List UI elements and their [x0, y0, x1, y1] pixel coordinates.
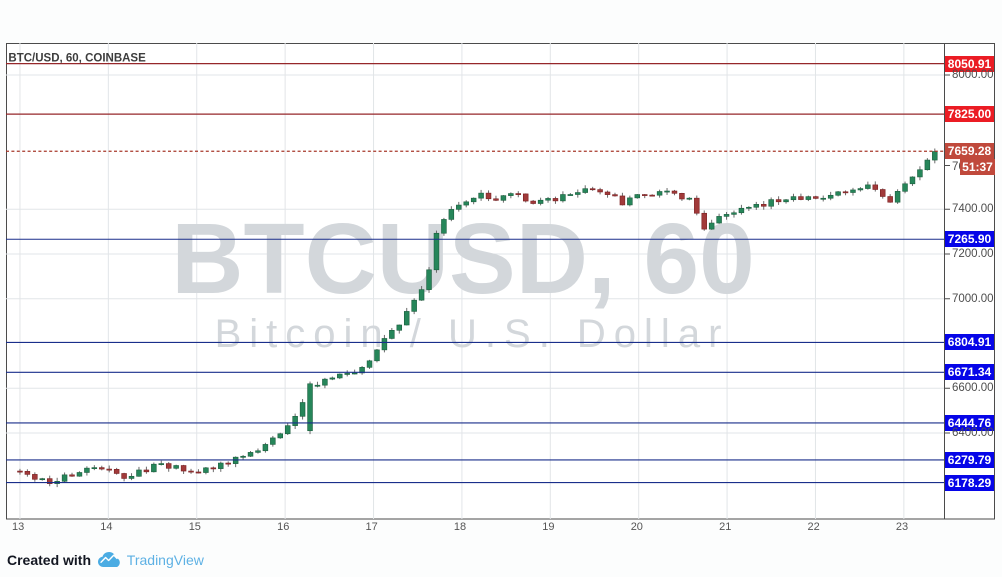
svg-text:BTC/USD, 60, COINBASE: BTC/USD, 60, COINBASE — [8, 52, 146, 64]
svg-text:BTCUSD, 60: BTCUSD, 60 — [171, 203, 754, 315]
svg-text:Bitcoin / U.S. Dollar: Bitcoin / U.S. Dollar — [215, 312, 730, 356]
